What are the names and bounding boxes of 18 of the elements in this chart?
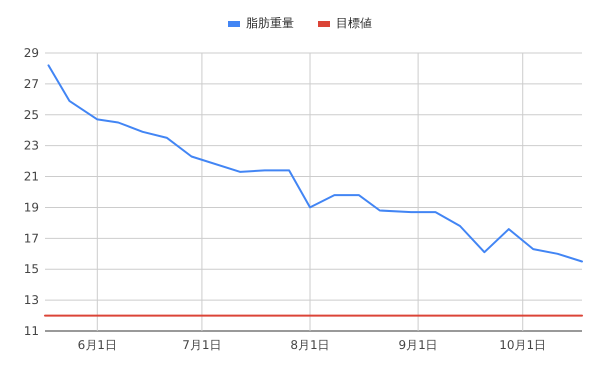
y-tick-label: 15 — [24, 262, 39, 276]
y-tick-label: 13 — [24, 293, 39, 308]
y-tick-label: 27 — [24, 76, 39, 91]
x-tick-label: 7月1日 — [182, 338, 222, 352]
y-tick-label: 19 — [24, 200, 39, 214]
y-tick-label: 17 — [24, 231, 39, 246]
line-series — [48, 64, 583, 262]
x-tick-label: 8月1日 — [290, 338, 330, 352]
x-tick-label: 10月1日 — [499, 338, 546, 352]
legend-label: 脂肪重量 — [246, 16, 294, 30]
legend-label: 目標値 — [336, 16, 372, 30]
y-tick-label: 21 — [24, 170, 39, 184]
x-tick-label: 9月1日 — [398, 338, 438, 352]
x-tick-label: 6月1日 — [78, 338, 117, 352]
y-tick-label: 11 — [24, 324, 39, 338]
y-tick-label: 29 — [24, 46, 39, 60]
y-tick-label: 25 — [24, 108, 39, 122]
y-tick-label: 23 — [24, 138, 39, 153]
